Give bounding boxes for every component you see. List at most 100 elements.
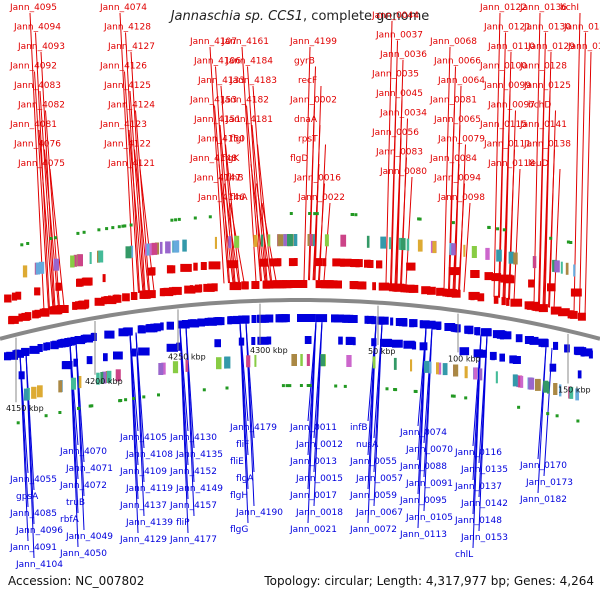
rna-feature xyxy=(53,258,59,271)
gene-label-bottom: Jann_0105 xyxy=(405,513,453,523)
gene-label-top: rpsT xyxy=(298,135,318,145)
gene-label-bottom: gpsA xyxy=(16,492,39,502)
leader-line-bottom xyxy=(75,342,85,531)
forward-cds-outer-feature xyxy=(406,262,416,271)
gc-marker xyxy=(487,226,491,229)
gc-marker xyxy=(97,228,101,232)
forward-cds-feature xyxy=(9,315,19,324)
gene-label-top: Jann_0147 xyxy=(567,42,600,52)
gene-label-top: flgK xyxy=(222,154,240,164)
reverse-cds-feature xyxy=(50,341,59,350)
reverse-cds-feature xyxy=(166,321,174,330)
rna-feature xyxy=(182,239,187,252)
gene-label-top: Jann_4183 xyxy=(229,76,277,86)
leader-line-top xyxy=(246,105,261,282)
gene-label-top: Jann_4153 xyxy=(189,96,237,106)
reverse-cds-feature xyxy=(160,322,164,331)
leader-line-top xyxy=(548,149,555,308)
forward-cds-feature xyxy=(446,289,457,298)
reverse-cds-feature xyxy=(21,347,30,356)
kbp-label: 4250 kbp xyxy=(168,352,206,361)
gc-marker xyxy=(566,240,570,244)
reverse-cds-inner-feature xyxy=(103,353,108,362)
leader-line-top xyxy=(124,71,139,293)
forward-cds-outer-feature xyxy=(180,263,192,272)
rna-feature xyxy=(495,371,498,384)
reverse-cds-feature xyxy=(475,327,481,336)
forward-cds-feature xyxy=(408,284,419,293)
forward-cds-feature xyxy=(325,280,338,289)
gene-label-top: Jann_4122 xyxy=(103,140,151,150)
gc-marker xyxy=(385,387,389,391)
gene-label-bottom: Jann_4119 xyxy=(125,484,173,494)
rna-feature xyxy=(173,240,180,253)
reverse-cds-inner-feature xyxy=(238,337,245,346)
forward-cds-feature xyxy=(104,296,117,305)
forward-cds-feature xyxy=(72,301,78,310)
forward-cds-feature xyxy=(184,285,196,294)
gc-marker xyxy=(354,213,358,217)
gene-label-bottom: nusA xyxy=(356,440,379,450)
gc-marker xyxy=(555,414,559,418)
gene-label-bottom: Jann_0015 xyxy=(295,474,343,484)
leader-line-top xyxy=(400,157,407,285)
leader-line-bottom xyxy=(69,343,79,548)
forward-cds-feature xyxy=(427,286,436,295)
leader-line-bottom xyxy=(129,333,139,534)
gene-label-bottom: Jann_0055 xyxy=(349,457,397,467)
reverse-cds-inner-feature xyxy=(346,336,353,345)
gene-label-bottom: Jann_0074 xyxy=(399,428,447,438)
reverse-cds-inner-feature xyxy=(338,336,343,345)
gc-marker xyxy=(285,384,289,388)
reverse-cds-feature xyxy=(398,318,402,327)
rna-feature xyxy=(529,377,535,390)
forward-cds-feature xyxy=(39,308,50,317)
gene-label-bottom: Jann_0182 xyxy=(519,495,567,505)
gene-label-bottom: flgA xyxy=(236,474,254,484)
rna-feature xyxy=(246,355,251,368)
gene-label-bottom: Jann_4049 xyxy=(65,532,113,542)
rna-feature xyxy=(23,388,29,401)
gene-label-bottom: Jann_0013 xyxy=(289,457,337,467)
forward-cds-feature xyxy=(101,296,105,305)
gene-label-top: Jann_0044 xyxy=(371,11,419,21)
rna-feature xyxy=(293,234,298,246)
gene-label-top: Jann_4147 xyxy=(193,174,241,184)
rna-feature xyxy=(513,252,518,265)
forward-cds-feature xyxy=(279,280,292,289)
reverse-cds-inner-feature xyxy=(419,342,428,351)
feature-tracks xyxy=(4,212,593,425)
gene-label-top: Jann_4092 xyxy=(9,62,57,72)
rna-feature xyxy=(306,354,310,366)
leader-line-top xyxy=(215,66,230,284)
gc-marker xyxy=(306,384,310,387)
kbp-tick-marks: 4150 kbp 4200 kbp 4250 kbp 4300 kbp 50 kbp 10… xyxy=(6,303,591,413)
forward-cds-feature xyxy=(199,284,203,293)
forward-cds-outer-feature xyxy=(470,270,480,278)
gene-label-bottom: infB xyxy=(350,423,368,433)
forward-cds-feature xyxy=(477,293,485,302)
gc-marker xyxy=(105,227,109,231)
rna-feature xyxy=(107,370,112,383)
reverse-cds-feature xyxy=(91,332,97,341)
forward-cds-feature xyxy=(207,283,213,292)
forward-cds-feature xyxy=(130,292,138,300)
gc-marker xyxy=(58,411,62,414)
reverse-cds-inner-feature xyxy=(382,339,393,347)
gene-label-bottom: Jann_4071 xyxy=(65,464,113,474)
gene-label-top: Jann_4093 xyxy=(17,42,65,52)
gene-label-top: Jann_0016 xyxy=(293,174,341,184)
rna-feature xyxy=(125,246,132,259)
gc-marker xyxy=(313,212,317,216)
forward-cds-outer-feature xyxy=(277,258,282,267)
gene-label-bottom: truB xyxy=(66,498,85,508)
forward-cds-outer-feature xyxy=(193,262,198,271)
gene-label-bottom: Jann_0142 xyxy=(460,499,508,509)
forward-cds-feature xyxy=(357,281,365,290)
rna-feature xyxy=(372,356,376,369)
gene-label-bottom: Jann_4179 xyxy=(229,423,277,433)
forward-cds-feature xyxy=(112,294,122,303)
forward-cds-feature xyxy=(394,283,403,292)
gene-label-top: gyrB xyxy=(294,57,315,67)
